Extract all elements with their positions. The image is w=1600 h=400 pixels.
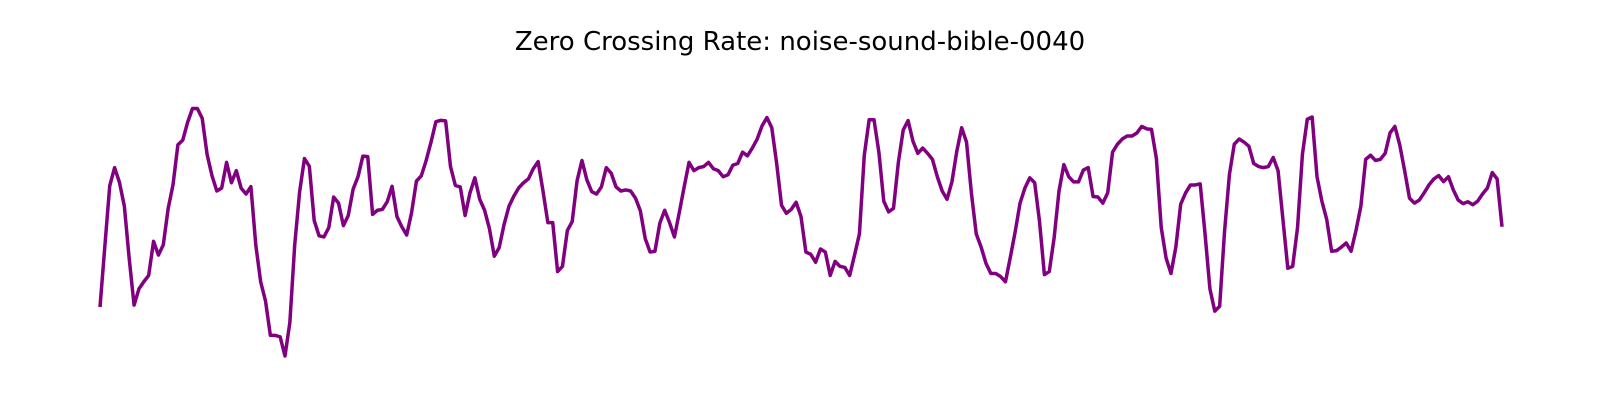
zcr-series-line-0 [98,106,1504,358]
chart-title: Zero Crossing Rate: noise-sound-bible-00… [514,27,1086,57]
